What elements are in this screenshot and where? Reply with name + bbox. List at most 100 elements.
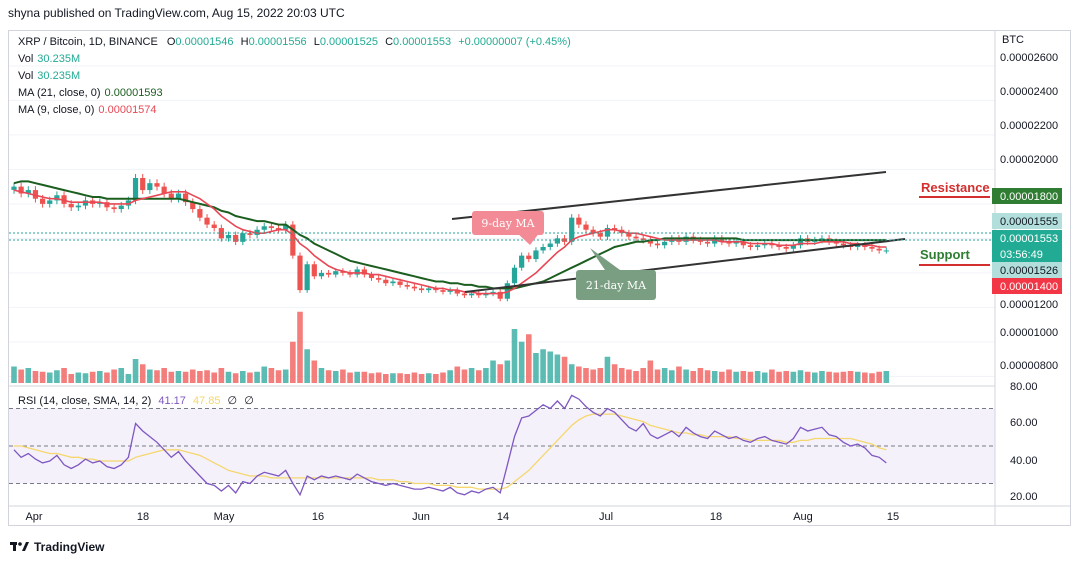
volume-bar: [168, 371, 175, 383]
ma21-line: [13, 180, 887, 290]
time-tick-label: 18: [137, 511, 149, 523]
candle-body: [175, 193, 182, 199]
volume-bar: [704, 370, 711, 383]
volume-bar: [25, 368, 32, 383]
candle-body: [762, 243, 768, 246]
legend-rsi-label: RSI (14, close, SMA, 14, 2): [18, 395, 152, 407]
volume-bar: [697, 368, 704, 383]
candle-body: [340, 271, 346, 273]
volume-bar: [89, 371, 96, 383]
volume-bar: [97, 371, 103, 383]
candle-body: [47, 200, 53, 204]
ma21-callout-pointer: [590, 248, 620, 270]
candle-body: [68, 203, 74, 208]
volume-bar: [18, 369, 24, 383]
legend-ma9: MA (9, close, 0) 0.00001574: [18, 104, 157, 116]
volume-bar: [247, 372, 253, 383]
candle-body: [275, 228, 282, 230]
volume-bar: [154, 370, 160, 383]
volume-bar: [204, 370, 210, 383]
volume-bar: [497, 364, 503, 383]
rsi-tick-label: 60.00: [1010, 417, 1038, 429]
candle-body: [418, 288, 425, 291]
price-tick-label: 0.00002400: [1000, 86, 1058, 98]
volume-bar: [847, 371, 854, 383]
volume-bar: [139, 364, 146, 383]
volume-bar: [561, 356, 568, 383]
volume-bar: [826, 371, 832, 383]
volume-bar: [254, 371, 260, 383]
legend-vol2-value: 30.235M: [37, 70, 81, 82]
rsi-tick-label: 20.00: [1010, 491, 1038, 503]
candle-body: [790, 245, 796, 249]
footer-brand: TradingView: [10, 540, 104, 555]
volume-bar: [726, 369, 732, 383]
volume-bar: [218, 368, 225, 383]
candle-body: [368, 274, 375, 279]
volume-bar: [819, 371, 825, 383]
legend-change: +0.00000007 (+0.45%): [458, 36, 571, 48]
volume-bar: [854, 371, 861, 383]
price-label-text: 0.00001555: [1000, 216, 1058, 228]
volume-bar: [354, 371, 360, 383]
volume-bar: [147, 369, 153, 383]
volume-bar: [883, 371, 890, 383]
volume-bar: [640, 368, 646, 383]
volume-bar: [761, 372, 768, 383]
time-tick-label: Aug: [793, 511, 813, 523]
volume-bar: [304, 349, 310, 383]
legend-vol1-label: Vol: [18, 53, 34, 65]
candle-body: [554, 238, 560, 244]
candle-body: [490, 291, 496, 294]
candle-body: [404, 284, 410, 287]
legend-open: 0.00001546: [175, 36, 234, 48]
volume-bar: [261, 366, 268, 383]
price-label-text: 0.00001400: [1000, 281, 1058, 293]
legend-ma9-label: MA (9, close, 0): [18, 104, 95, 116]
candle-body: [876, 248, 882, 251]
candle-body: [433, 288, 439, 291]
time-tick-label: 18: [710, 511, 722, 523]
volume-bar: [347, 372, 353, 383]
candle-body: [504, 283, 510, 299]
candle-body: [347, 272, 353, 275]
candle-body: [426, 288, 432, 291]
volume-bar: [268, 368, 275, 383]
volume-bar: [411, 372, 418, 383]
candle-body: [797, 238, 804, 246]
volume-bar: [68, 374, 74, 383]
candle-body: [533, 250, 539, 260]
currency-label: BTC: [1002, 34, 1024, 46]
volume-bar: [583, 368, 589, 383]
volume-bar: [232, 373, 239, 383]
price-label-box: [992, 278, 1062, 294]
candle-body: [640, 238, 646, 241]
ma9-callout-pointer: [516, 232, 540, 245]
candle-body: [454, 290, 460, 294]
volume-bar: [311, 360, 318, 383]
channel-lower-line: [464, 238, 906, 293]
price-tick-label: 0.00002000: [1000, 154, 1058, 166]
volume-bar: [504, 360, 511, 383]
candle-body: [147, 183, 153, 191]
volume-bar: [461, 369, 468, 383]
candle-body: [197, 209, 203, 218]
candle-body: [569, 217, 575, 242]
volume-bar: [111, 369, 117, 383]
volume-bar: [375, 372, 382, 383]
volume-bar: [75, 372, 82, 383]
candle-body: [204, 217, 210, 225]
volume-bar: [454, 366, 461, 383]
price-label-text: 0.00001526: [1000, 265, 1058, 277]
volume-bar: [526, 334, 532, 383]
rsi-tick-label: 80.00: [1010, 381, 1038, 393]
candle-body: [61, 195, 67, 204]
volume-bar: [39, 371, 46, 383]
volume-bar: [425, 373, 432, 383]
price-label-box: [992, 246, 1062, 262]
candle-body: [111, 207, 117, 210]
candle-body: [54, 195, 60, 201]
volume-bar: [547, 351, 554, 383]
legend-low: 0.00001525: [319, 36, 378, 48]
candle-body: [261, 226, 267, 230]
